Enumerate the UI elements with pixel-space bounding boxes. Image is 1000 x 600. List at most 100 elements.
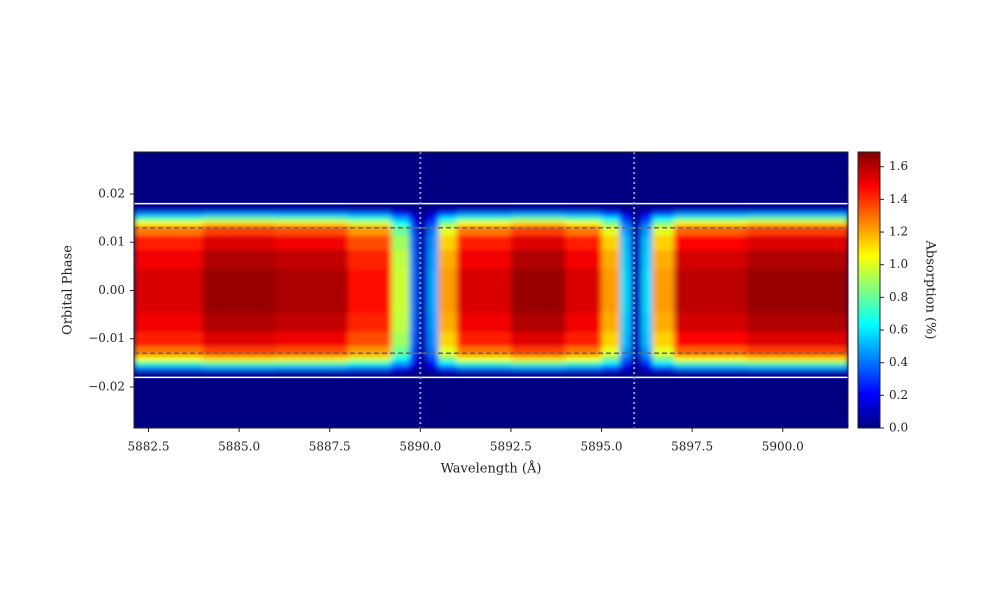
colorbar-tick-label: 0.6	[889, 323, 908, 337]
heatmap-cell	[134, 268, 204, 313]
heatmap-cell	[674, 345, 748, 357]
heatmap-cell	[652, 345, 675, 357]
heatmap-cell	[427, 225, 439, 236]
heatmap-cell	[275, 377, 349, 428]
heatmap-cell	[630, 210, 642, 217]
colorbar-tick-label: 0.4	[889, 355, 908, 369]
heatmap-cell	[456, 312, 512, 332]
heatmap-cell	[510, 268, 566, 313]
heatmap-cell	[652, 210, 675, 217]
heatmap-cell	[746, 370, 848, 378]
heatmap-cell	[630, 215, 642, 222]
heatmap-cell	[427, 215, 439, 222]
heatmap-cell	[347, 210, 392, 217]
heatmap-cell	[630, 345, 642, 357]
heatmap-cell	[619, 355, 632, 361]
heatmap-cell	[202, 345, 276, 357]
heatmap-cell	[746, 225, 848, 236]
heatmap-cell	[510, 215, 566, 222]
heatmap-cell	[674, 365, 748, 371]
heatmap-cell	[456, 152, 512, 205]
colorbar-tick-label: 0.8	[889, 290, 908, 304]
heatmap-cell	[391, 220, 410, 226]
heatmap-cell	[456, 268, 512, 313]
heatmap-cell	[619, 225, 632, 236]
heatmap-cell	[427, 377, 439, 428]
heatmap-cell	[347, 234, 392, 250]
heatmap-cell	[601, 355, 621, 361]
heatmap-cell	[601, 210, 621, 217]
heatmap-cell	[601, 268, 621, 313]
y-tick-label: −0.02	[88, 379, 125, 393]
heatmap-cell	[565, 220, 603, 226]
colorbar-title: Absorption (%)	[923, 240, 938, 340]
heatmap-cell	[275, 345, 349, 357]
heatmap-cell	[409, 360, 418, 366]
heatmap-cell	[641, 220, 653, 226]
heatmap-cell	[409, 203, 418, 212]
heatmap-cell	[438, 234, 458, 250]
heatmap-cell	[427, 360, 439, 366]
heatmap-cell	[416, 370, 429, 378]
heatmap-cell	[456, 225, 512, 236]
heatmap-cell	[510, 360, 566, 366]
heatmap-cell	[438, 370, 458, 378]
heatmap-cell	[134, 203, 204, 212]
heatmap-cell	[275, 234, 349, 250]
heatmap-cell	[391, 365, 410, 371]
heatmap-cell	[565, 152, 603, 205]
heatmap-cell	[134, 234, 204, 250]
heatmap-cell	[746, 377, 848, 428]
heatmap-cell	[510, 152, 566, 205]
heatmap-cell	[347, 360, 392, 366]
heatmap-cell	[438, 360, 458, 366]
heatmap-cell	[601, 360, 621, 366]
x-tick-label: 5900.0	[762, 440, 804, 454]
heatmap-cells	[134, 152, 848, 428]
heatmap-cell	[456, 370, 512, 378]
heatmap-cell	[565, 331, 603, 347]
x-tick-label: 5882.5	[127, 440, 169, 454]
heatmap-cell	[641, 360, 653, 366]
heatmap-cell	[409, 355, 418, 361]
heatmap-cell	[456, 234, 512, 250]
heatmap-cell	[674, 312, 748, 332]
heatmap-cell	[427, 220, 439, 226]
heatmap-cell	[630, 249, 642, 270]
heatmap-cell	[347, 225, 392, 236]
heatmap-cell	[134, 312, 204, 332]
heatmap-cell	[652, 312, 675, 332]
heatmap-cell	[416, 345, 429, 357]
heatmap-cell	[275, 312, 349, 332]
heatmap-cell	[347, 370, 392, 378]
y-tick-label: −0.01	[88, 331, 125, 345]
heatmap-cell	[456, 215, 512, 222]
heatmap-cell	[746, 215, 848, 222]
heatmap-cell	[456, 345, 512, 357]
heatmap-cell	[619, 249, 632, 270]
heatmap-cell	[391, 345, 410, 357]
heatmap-cell	[510, 355, 566, 361]
heatmap-cell	[438, 355, 458, 361]
heatmap-cell	[746, 234, 848, 250]
x-axis-title: Wavelength (Å)	[441, 461, 542, 477]
heatmap-cell	[391, 215, 410, 222]
heatmap-cell	[134, 377, 204, 428]
heatmap-cell	[275, 360, 349, 366]
heatmap-cell	[416, 360, 429, 366]
heatmap-cell	[630, 220, 642, 226]
heatmap-cell	[641, 215, 653, 222]
heatmap-cell	[652, 234, 675, 250]
heatmap-cell	[674, 215, 748, 222]
heatmap-cell	[565, 377, 603, 428]
heatmap-cell	[347, 331, 392, 347]
heatmap-cell	[347, 268, 392, 313]
heatmap-cell	[565, 370, 603, 378]
heatmap-cell	[619, 234, 632, 250]
heatmap-cell	[438, 225, 458, 236]
heatmap-cell	[652, 220, 675, 226]
heatmap-cell	[427, 365, 439, 371]
heatmap-cell	[630, 370, 642, 378]
heatmap-cell	[601, 312, 621, 332]
heatmap-cell	[456, 249, 512, 270]
